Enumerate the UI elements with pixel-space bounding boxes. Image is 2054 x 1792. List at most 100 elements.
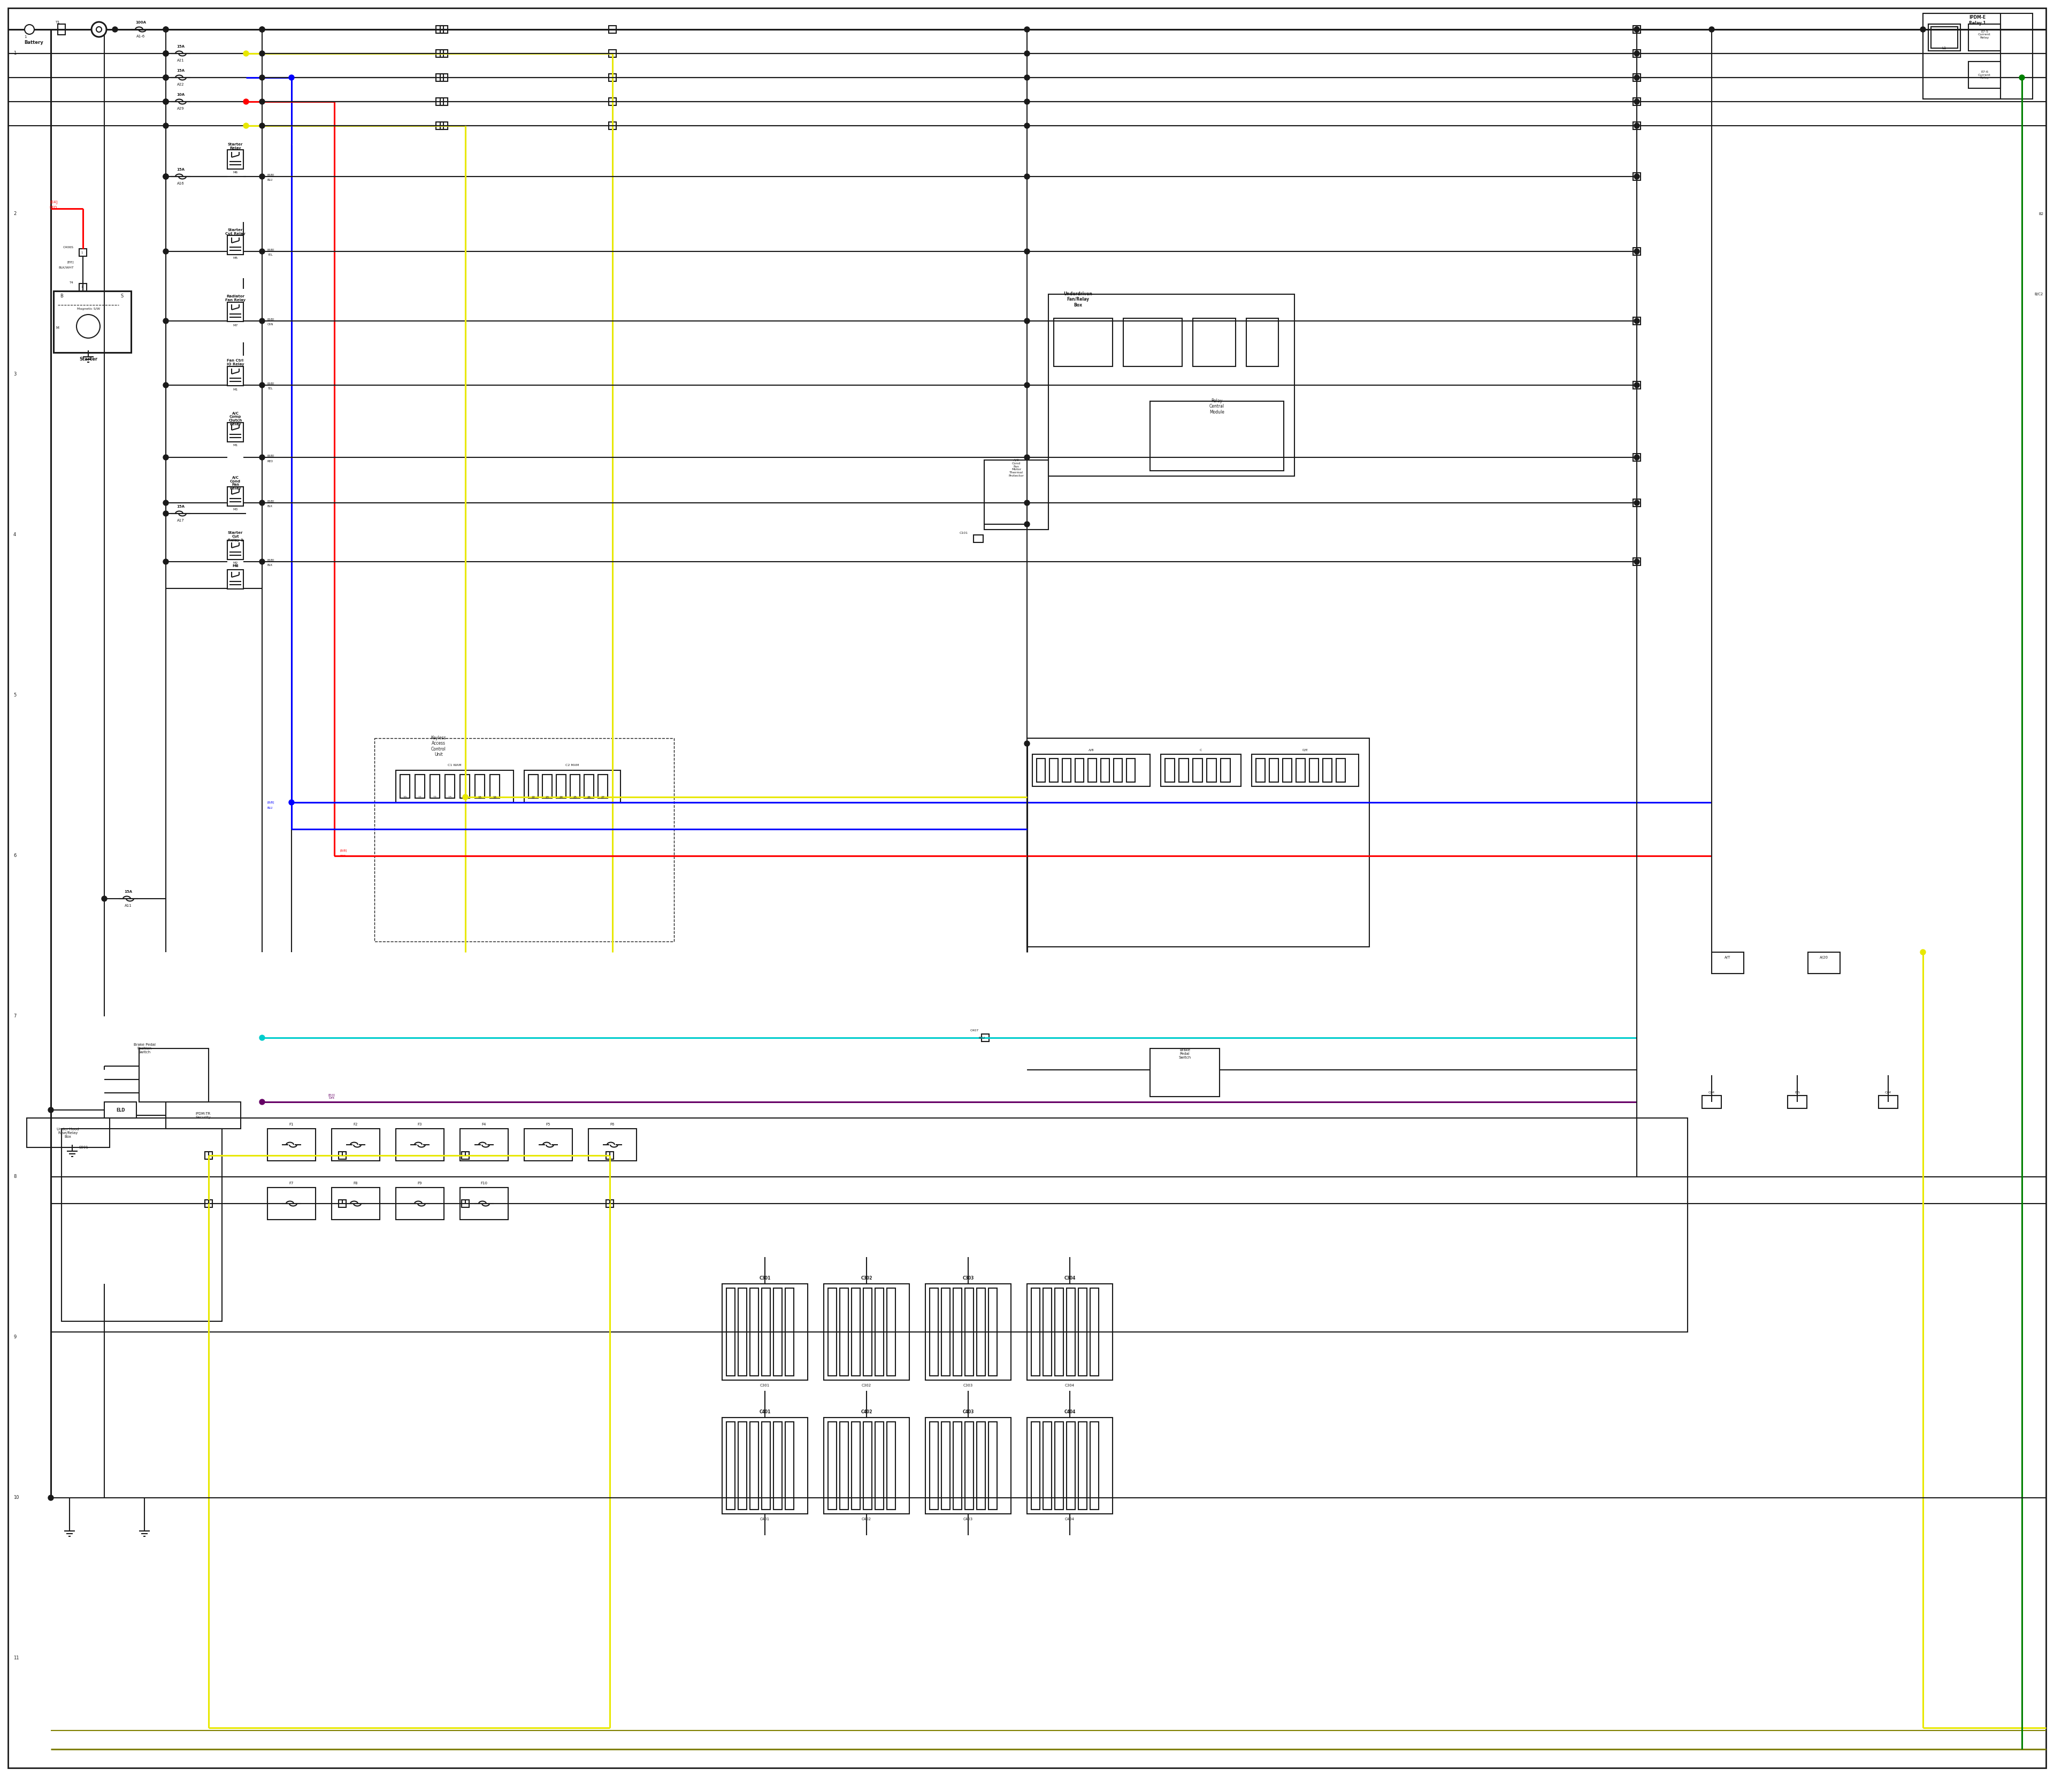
Circle shape — [162, 75, 168, 81]
Bar — [785, 1421, 793, 1509]
Text: A17: A17 — [177, 520, 185, 521]
Bar — [982, 1034, 990, 1041]
Text: A/T: A/T — [1725, 955, 1732, 959]
Text: Under Hood
Fuse/Relay
Box: Under Hood Fuse/Relay Box — [58, 1127, 78, 1138]
Text: 5: 5 — [14, 694, 16, 697]
Bar — [440, 73, 448, 81]
Text: T1: T1 — [55, 22, 60, 23]
Bar — [1056, 1288, 1064, 1376]
Bar — [608, 73, 616, 81]
Bar — [828, 1421, 836, 1509]
Circle shape — [1025, 174, 1029, 179]
Circle shape — [259, 27, 265, 32]
Bar — [840, 1288, 848, 1376]
Bar — [205, 1201, 212, 1208]
Text: A/B: A/B — [1089, 749, 1095, 751]
Circle shape — [47, 1495, 53, 1500]
Text: 100A: 100A — [136, 22, 146, 23]
Bar — [415, 774, 425, 797]
Circle shape — [2019, 75, 2025, 81]
Text: Starter
Relay: Starter Relay — [228, 143, 242, 149]
Bar — [267, 1188, 316, 1220]
Circle shape — [162, 511, 168, 516]
Bar — [1633, 500, 1641, 507]
Circle shape — [101, 896, 107, 901]
Bar — [80, 283, 86, 290]
Text: C/M: C/M — [1886, 1091, 1892, 1093]
Circle shape — [162, 455, 168, 461]
Text: S001: S001 — [80, 1145, 88, 1149]
Bar — [1043, 1421, 1052, 1509]
Bar — [723, 1417, 807, 1514]
Bar — [1208, 758, 1216, 781]
Text: D/E: D/E — [1302, 749, 1308, 751]
Bar — [80, 249, 86, 256]
Circle shape — [259, 75, 265, 81]
Circle shape — [162, 559, 168, 564]
Bar — [1269, 758, 1278, 781]
Bar — [988, 1421, 996, 1509]
Bar — [965, 1421, 974, 1509]
Bar — [852, 1288, 861, 1376]
Text: T4: T4 — [70, 281, 74, 283]
Bar — [1066, 1421, 1074, 1509]
Text: M3: M3 — [232, 509, 238, 511]
Bar — [1633, 122, 1641, 129]
Bar — [1179, 758, 1189, 781]
Circle shape — [1025, 455, 1029, 461]
Bar — [608, 25, 616, 34]
Text: C401: C401 — [760, 1410, 770, 1414]
Text: F5: F5 — [546, 1124, 550, 1125]
Bar — [1929, 23, 1960, 50]
Bar — [988, 1288, 996, 1376]
Circle shape — [1635, 27, 1639, 32]
Bar — [462, 1152, 468, 1159]
Circle shape — [259, 249, 265, 254]
Bar — [1251, 754, 1358, 787]
Bar — [1633, 557, 1641, 566]
Text: C303: C303 — [963, 1276, 974, 1281]
Bar — [1633, 382, 1641, 389]
Circle shape — [1635, 559, 1639, 564]
Bar — [887, 1421, 896, 1509]
Circle shape — [162, 174, 168, 179]
Text: BLU: BLU — [978, 1036, 984, 1039]
Text: M: M — [84, 323, 92, 330]
Circle shape — [162, 99, 168, 104]
Text: 15A: 15A — [177, 45, 185, 48]
Circle shape — [259, 174, 265, 179]
Text: 1: 1 — [25, 36, 27, 38]
Bar — [571, 774, 579, 797]
Bar — [1027, 1417, 1113, 1514]
Text: 27: 27 — [602, 796, 604, 799]
Circle shape — [1709, 27, 1715, 32]
Bar — [53, 290, 131, 353]
Text: 2: 2 — [14, 211, 16, 217]
Bar — [491, 774, 499, 797]
Text: 3: 3 — [14, 373, 16, 376]
Text: 10A: 10A — [177, 93, 185, 97]
Text: Radiator
Fan Relay: Radiator Fan Relay — [226, 296, 246, 303]
Text: [B/B]: [B/B] — [267, 559, 275, 561]
Bar — [1703, 1095, 1721, 1109]
Text: B: B — [60, 294, 64, 297]
Text: Brake Pedal
Position
Switch: Brake Pedal Position Switch — [134, 1043, 156, 1054]
Bar — [1296, 758, 1304, 781]
Text: M8: M8 — [232, 564, 238, 568]
Bar — [1054, 319, 1113, 366]
Bar — [228, 539, 242, 559]
Bar — [1633, 73, 1641, 81]
Text: [EE]: [EE] — [68, 262, 74, 263]
Bar — [1078, 1288, 1087, 1376]
Text: M1: M1 — [232, 389, 238, 391]
Circle shape — [259, 99, 265, 104]
Bar — [941, 1421, 949, 1509]
Circle shape — [162, 99, 168, 104]
Text: C407: C407 — [969, 1029, 980, 1032]
Bar — [396, 1188, 444, 1220]
Bar — [941, 1288, 949, 1376]
Bar — [965, 1288, 974, 1376]
Circle shape — [1635, 319, 1639, 324]
Bar — [474, 774, 485, 797]
Bar — [1124, 319, 1183, 366]
